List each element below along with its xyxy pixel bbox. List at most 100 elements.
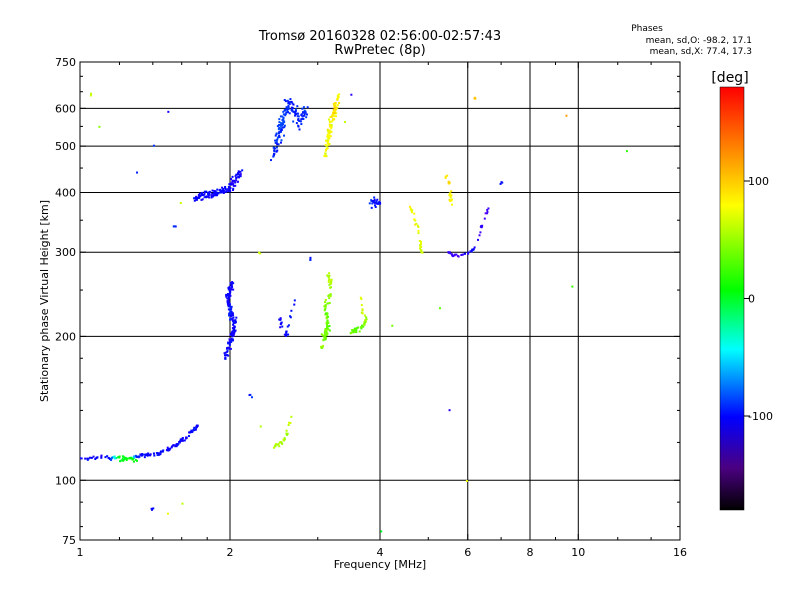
data-point (470, 250, 473, 253)
data-point (112, 456, 115, 459)
data-point (226, 302, 229, 305)
data-point (448, 198, 451, 201)
data-point (231, 175, 234, 178)
chart-subtitle: RwPretec (8p) (334, 43, 425, 58)
data-point (325, 336, 328, 339)
data-point (230, 310, 233, 313)
data-point (324, 307, 327, 310)
data-point (450, 194, 453, 197)
data-point (363, 314, 366, 317)
data-point (193, 197, 196, 200)
data-point (336, 106, 339, 109)
data-point (227, 346, 230, 349)
data-point (276, 149, 279, 152)
data-point (371, 200, 374, 203)
data-point (335, 112, 338, 115)
data-point (294, 113, 297, 116)
data-point (276, 125, 279, 128)
data-point (131, 458, 134, 461)
data-point (351, 329, 354, 332)
data-point (80, 456, 81, 459)
data-point (287, 421, 290, 424)
data-point (231, 313, 234, 316)
data-point (223, 352, 226, 355)
x-tick-label: 6 (464, 546, 471, 559)
data-point (179, 202, 182, 205)
data-point (565, 114, 568, 117)
data-point (327, 276, 330, 279)
data-point (208, 196, 211, 199)
data-point (467, 252, 470, 255)
data-point (238, 171, 241, 174)
data-point (185, 437, 188, 440)
data-point (338, 101, 341, 104)
data-point (324, 154, 327, 157)
data-point (277, 442, 280, 445)
data-point (227, 185, 230, 188)
data-point (177, 443, 180, 446)
data-point (420, 240, 423, 243)
data-point (353, 329, 356, 332)
data-point (231, 326, 234, 329)
data-point (358, 330, 361, 333)
data-point (286, 109, 289, 112)
data-point (285, 429, 288, 432)
data-point (302, 106, 305, 109)
data-point (282, 123, 285, 126)
data-point (195, 425, 198, 428)
data-point (355, 331, 358, 334)
data-point (234, 329, 237, 332)
data-point (336, 96, 339, 99)
data-point (336, 94, 339, 97)
data-point (228, 189, 231, 192)
data-point (486, 212, 489, 215)
data-point (197, 193, 200, 196)
data-point (226, 297, 229, 300)
data-point (231, 281, 234, 284)
data-point (169, 447, 172, 450)
data-point (200, 193, 203, 196)
data-point (323, 155, 326, 158)
data-point (234, 175, 237, 178)
x-tick-label: 1 (77, 546, 84, 559)
data-point (328, 131, 331, 134)
data-point (210, 194, 213, 197)
data-point (279, 127, 282, 130)
data-point (327, 328, 330, 331)
data-point (162, 449, 165, 452)
data-point (173, 225, 176, 228)
data-point (324, 301, 327, 304)
data-point (438, 307, 441, 310)
data-point (444, 176, 447, 179)
data-point (380, 530, 383, 533)
data-point (324, 298, 327, 301)
data-point (450, 190, 453, 193)
data-point (413, 212, 416, 215)
data-point (156, 454, 159, 457)
data-point (229, 190, 232, 193)
data-point (230, 284, 233, 287)
data-point (294, 109, 297, 112)
y-axis-label: Stationary phase Virtual Height [km] (38, 200, 51, 402)
data-point (446, 174, 449, 177)
data-point (329, 125, 332, 128)
data-point (231, 317, 234, 320)
data-point (322, 344, 325, 347)
data-point (229, 309, 232, 312)
data-point (137, 456, 140, 459)
data-point (328, 274, 331, 277)
data-point (324, 148, 327, 151)
data-point (183, 439, 186, 442)
data-point (278, 136, 281, 139)
data-point (372, 201, 375, 204)
data-point (230, 183, 233, 186)
data-point (226, 189, 229, 192)
y-axis-ticks: 75 100 200 300 400 500 600 750 (55, 56, 680, 547)
data-point (294, 114, 297, 117)
data-point (333, 111, 336, 114)
data-point (199, 194, 202, 197)
data-point (179, 438, 182, 441)
data-point (409, 207, 412, 210)
data-point (391, 324, 394, 327)
data-point (305, 116, 308, 119)
